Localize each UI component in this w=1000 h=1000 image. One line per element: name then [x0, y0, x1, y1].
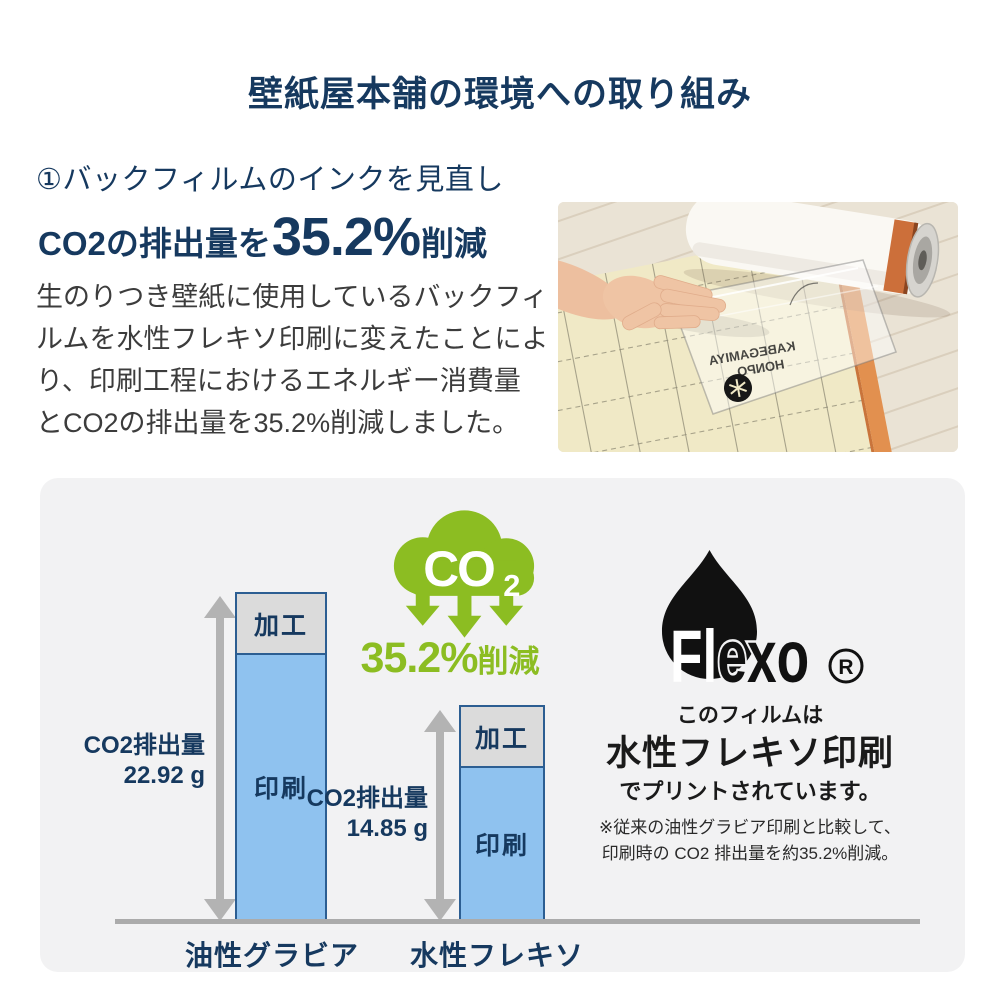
- film-peel-photo: KABEGAMIYA HONPO: [558, 202, 958, 452]
- total-label-water: CO2排出量 14.85 g: [306, 785, 428, 842]
- co2-comparison-panel: 加工 印刷 CO2排出量 22.92 g 油性グラビア 加工 印刷 CO2排: [40, 478, 965, 972]
- ink-drop-icon: [662, 550, 757, 679]
- paragraph-line: り、印刷工程におけるエネルギー消費量: [36, 366, 521, 396]
- bar-segment-printing: 印刷: [237, 655, 325, 919]
- flexo-caption-3: でプリントされています。: [619, 779, 881, 804]
- wallpaper-roll: [683, 202, 951, 318]
- flexo-footnote-1: ※従来の油性グラビア印刷と比較して、: [599, 818, 901, 837]
- co2-reduction-headline: CO2の排出量を 35.2% 削減: [38, 206, 487, 268]
- reduction-label: 35.2%削減: [360, 634, 540, 682]
- svg-text:R: R: [838, 656, 853, 679]
- paragraph-line: 生のりつき壁紙に使用しているバックフィ: [36, 282, 548, 312]
- paragraph-line: ルムを水性フレキソ印刷に変えたことによ: [36, 324, 549, 354]
- flexo-caption-2: 水性フレキソ印刷: [605, 734, 894, 773]
- clear-film: KABEGAMIYA HONPO: [668, 259, 897, 415]
- bar-segment-processing: 加工: [461, 707, 543, 768]
- bar-oil-gravure: 加工 印刷: [235, 592, 327, 921]
- headline-prefix: CO2の排出量を: [38, 225, 271, 262]
- flexo-caption-1: このフィルムは: [676, 704, 824, 727]
- total-label-oil: CO2排出量 22.92 g: [83, 732, 205, 789]
- headline-percent: 35.2%: [271, 207, 421, 267]
- film-logo-mark: [724, 374, 752, 402]
- arrow-down-icon: [424, 899, 456, 921]
- flexo-footnote-2: 印刷時の CO2 排出量を約35.2%削減。: [601, 844, 899, 863]
- svg-text:Flexo: Flexo: [670, 615, 809, 692]
- co2-cloud-icon: CO 2: [393, 510, 535, 638]
- arrow-up-icon: [424, 710, 456, 732]
- category-label-oil: 油性グラビア: [184, 940, 359, 971]
- section-heading: ①バックフィルムのインクを見直し: [36, 164, 504, 196]
- bar-water-flexo: 加工 印刷: [459, 705, 545, 921]
- arrow-down-icon: [204, 899, 236, 921]
- page-title: 壁紙屋本舗の環境への取り組み: [247, 75, 752, 114]
- total-arrow-water: [423, 710, 457, 921]
- svg-text:2: 2: [503, 568, 520, 603]
- category-label-water: 水性フレキソ: [409, 940, 584, 971]
- film-peel-photo-illustration: KABEGAMIYA HONPO: [558, 202, 958, 452]
- flexo-logo: Flexo R: [662, 550, 864, 692]
- chart-baseline: [115, 919, 920, 924]
- bar-segment-printing: 印刷: [461, 768, 543, 919]
- hand: [558, 256, 770, 338]
- arrow-up-icon: [204, 596, 236, 618]
- bar-segment-processing: 加工: [237, 594, 325, 655]
- intro-paragraph: 生のりつき壁紙に使用しているバックフィ ルムを水性フレキソ印刷に変えたことによ …: [36, 276, 556, 444]
- headline-suffix: 削減: [420, 225, 487, 262]
- paragraph-line: とCO2の排出量を35.2%削減しました。: [36, 408, 520, 438]
- registered-mark-icon: [828, 648, 864, 684]
- total-arrow-oil: [203, 596, 237, 921]
- svg-text:CO: CO: [423, 541, 494, 597]
